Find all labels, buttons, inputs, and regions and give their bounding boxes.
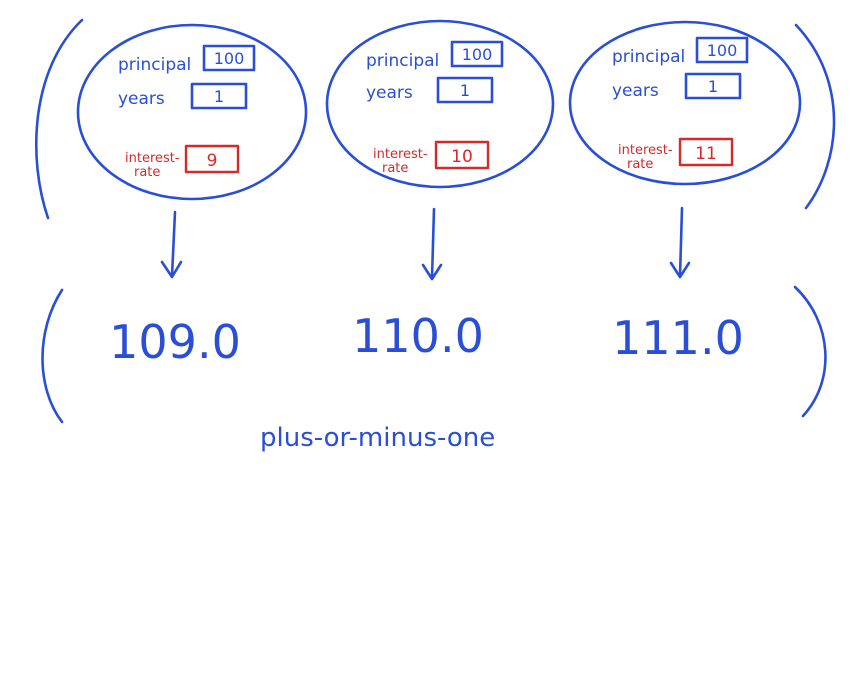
record-3-years-value: 1 [708,77,718,96]
record-1-rate-label-line1: interest- [125,151,180,166]
bottom-right-paren [793,285,827,418]
record-1-years-box [190,82,248,110]
record-3-rate-box [678,137,734,167]
record-3-principal-box [695,36,749,64]
output-value-1: 109.0 [109,315,241,369]
caption-function-name: plus-or-minus-one [260,423,495,453]
record-2-principal-label: principal [366,51,439,71]
record-2-years-box [436,76,494,104]
record-2-rate-value: 10 [451,147,473,167]
record-2-years-label: years [366,83,413,103]
record-3-rate-value: 11 [695,144,717,164]
input-record-1: principal 100 years 1 interest- rate 9 [76,23,308,201]
top-right-paren [794,23,836,210]
record-1-principal-value: 100 [214,49,245,68]
record-1-principal-label: principal [118,55,191,75]
record-2-ellipse [325,19,555,189]
record-3-years-label: years [612,81,659,101]
record-1-principal-box [202,44,256,72]
record-3-principal-value: 100 [707,41,738,60]
record-2-rate-label-line1: interest- [373,147,428,162]
record-2-principal-value: 100 [462,45,493,64]
record-3-rate-label-line2: rate [627,157,653,172]
arrow-2 [421,207,443,281]
bottom-left-paren [41,288,64,424]
input-record-3: principal 100 years 1 interest- rate 11 [568,20,802,186]
arrow-1 [160,210,183,279]
arrow-3 [669,206,691,279]
record-1-rate-value: 9 [207,151,218,171]
record-1-rate-label-line2: rate [134,165,160,180]
record-1-years-value: 1 [214,87,224,106]
record-2-principal-box [450,40,504,68]
top-left-paren [35,18,84,220]
record-3-rate-label-line1: interest- [618,143,673,158]
record-3-principal-label: principal [612,47,685,67]
record-1-ellipse [76,23,308,201]
input-record-2: principal 100 years 1 interest- rate 10 [325,19,555,189]
record-3-ellipse [568,20,802,186]
record-1-rate-box [184,144,240,174]
record-1-years-label: years [118,89,165,109]
record-3-years-box [684,72,742,100]
record-2-rate-box [434,140,490,170]
output-value-3: 111.0 [612,311,744,365]
output-value-2: 110.0 [352,309,484,363]
record-2-years-value: 1 [460,81,470,100]
record-2-rate-label-line2: rate [382,161,408,176]
